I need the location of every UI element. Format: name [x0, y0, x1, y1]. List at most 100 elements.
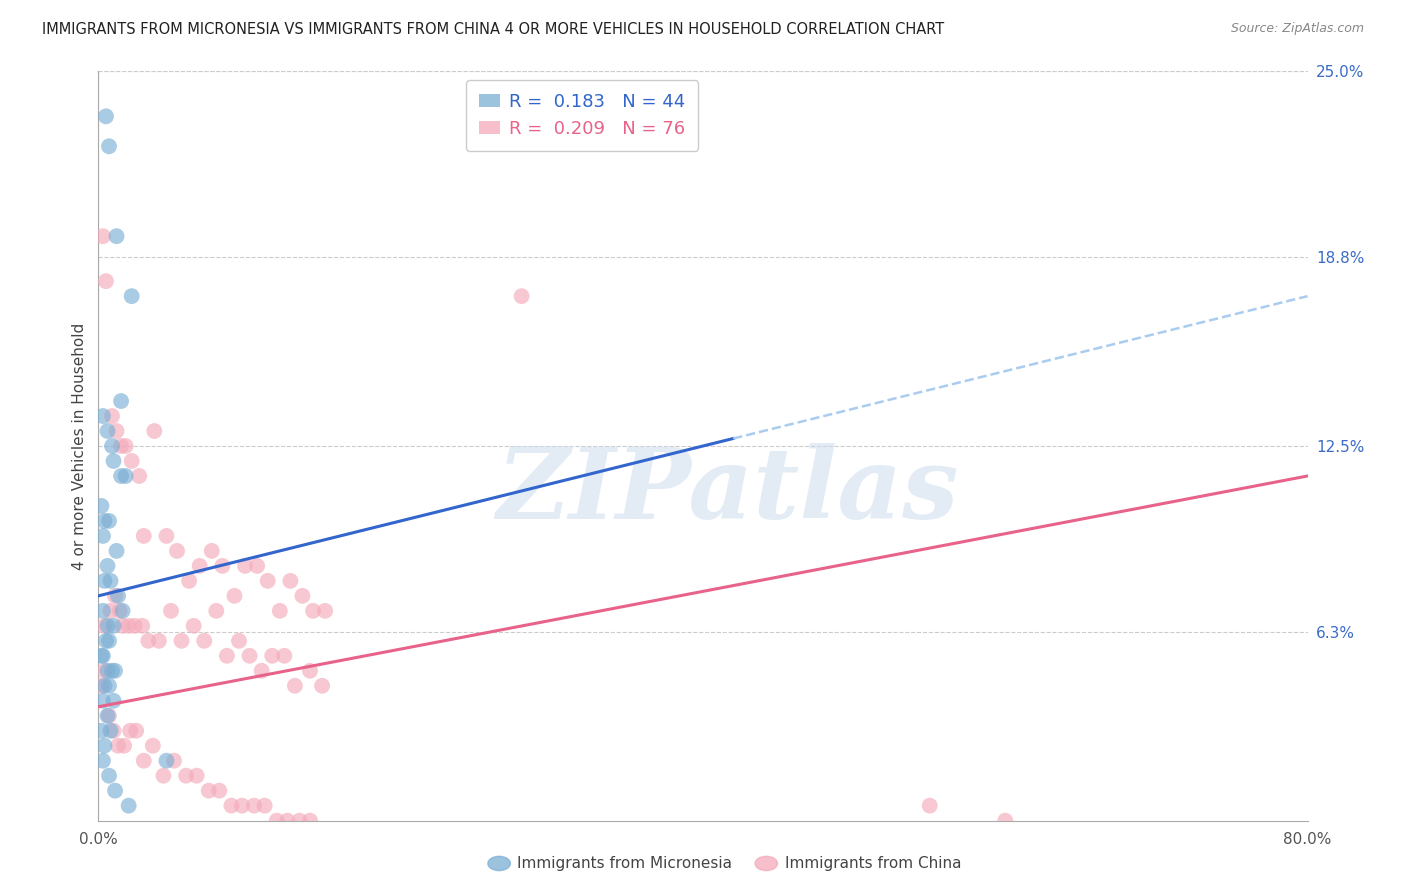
Point	[98, 139, 121, 153]
Point	[96, 558, 118, 573]
Point	[93, 514, 115, 528]
Point	[197, 783, 219, 797]
Point	[201, 544, 224, 558]
Point	[94, 633, 117, 648]
Point	[90, 648, 112, 663]
Text: Immigrants from China: Immigrants from China	[785, 856, 962, 871]
Point	[91, 604, 114, 618]
Point	[170, 633, 193, 648]
Point	[91, 648, 114, 663]
Point	[91, 754, 114, 768]
Point	[314, 604, 336, 618]
Point	[94, 109, 117, 123]
Point	[253, 798, 276, 813]
Point	[276, 814, 298, 828]
Point	[269, 604, 291, 618]
Point	[284, 679, 307, 693]
Point	[224, 589, 246, 603]
Point	[101, 409, 124, 423]
Point	[188, 558, 211, 573]
Point	[105, 424, 128, 438]
Point	[120, 723, 142, 738]
Point	[90, 723, 112, 738]
Point	[107, 739, 129, 753]
Point	[98, 514, 121, 528]
Point	[510, 289, 533, 303]
Point	[91, 409, 114, 423]
Point	[90, 499, 112, 513]
Point	[121, 289, 143, 303]
Point	[103, 454, 125, 468]
Point	[148, 633, 170, 648]
Point	[155, 754, 177, 768]
Point	[94, 274, 117, 288]
Point	[110, 469, 132, 483]
Point	[205, 604, 228, 618]
Point	[302, 604, 325, 618]
Point	[100, 723, 122, 738]
Point	[93, 679, 115, 693]
Point	[101, 439, 124, 453]
Point	[103, 694, 125, 708]
Point	[179, 574, 201, 588]
Text: Immigrants from Micronesia: Immigrants from Micronesia	[517, 856, 733, 871]
Point	[104, 664, 127, 678]
Point	[121, 454, 143, 468]
Point	[93, 619, 115, 633]
Point	[221, 798, 243, 813]
Point	[91, 229, 114, 244]
Point	[243, 798, 266, 813]
Point	[311, 679, 333, 693]
Point	[246, 558, 269, 573]
Y-axis label: 4 or more Vehicles in Household: 4 or more Vehicles in Household	[72, 322, 87, 570]
Point	[163, 754, 186, 768]
Point	[125, 723, 148, 738]
Point	[291, 589, 314, 603]
Point	[142, 739, 165, 753]
Point	[918, 798, 941, 813]
Point	[96, 708, 118, 723]
Point	[100, 574, 122, 588]
Point	[211, 558, 233, 573]
Point	[994, 814, 1017, 828]
Point	[183, 619, 205, 633]
Text: Source: ZipAtlas.com: Source: ZipAtlas.com	[1230, 22, 1364, 36]
Point	[136, 633, 159, 648]
Text: ZIPatlas: ZIPatlas	[496, 442, 959, 539]
Point	[174, 769, 197, 783]
Point	[131, 619, 153, 633]
Point	[98, 769, 121, 783]
Point	[108, 604, 131, 618]
Point	[111, 619, 134, 633]
Point	[250, 664, 273, 678]
Point	[118, 619, 141, 633]
Point	[104, 783, 127, 797]
Point	[103, 619, 125, 633]
Point	[96, 664, 118, 678]
Point	[239, 648, 262, 663]
Point	[152, 769, 174, 783]
Text: IMMIGRANTS FROM MICRONESIA VS IMMIGRANTS FROM CHINA 4 OR MORE VEHICLES IN HOUSEH: IMMIGRANTS FROM MICRONESIA VS IMMIGRANTS…	[42, 22, 945, 37]
Point	[233, 558, 256, 573]
Point	[110, 439, 132, 453]
Point	[256, 574, 278, 588]
Point	[262, 648, 284, 663]
Point	[93, 574, 115, 588]
Point	[100, 604, 122, 618]
Point	[105, 229, 128, 244]
Point	[273, 648, 295, 663]
Point	[132, 529, 155, 543]
Point	[143, 424, 166, 438]
Point	[103, 723, 125, 738]
Point	[299, 664, 322, 678]
Point	[104, 589, 127, 603]
Point	[101, 664, 124, 678]
Point	[155, 529, 177, 543]
Point	[208, 783, 231, 797]
Point	[93, 739, 115, 753]
Point	[118, 798, 141, 813]
Point	[231, 798, 253, 813]
Point	[280, 574, 302, 588]
Point	[299, 814, 322, 828]
Point	[114, 439, 136, 453]
